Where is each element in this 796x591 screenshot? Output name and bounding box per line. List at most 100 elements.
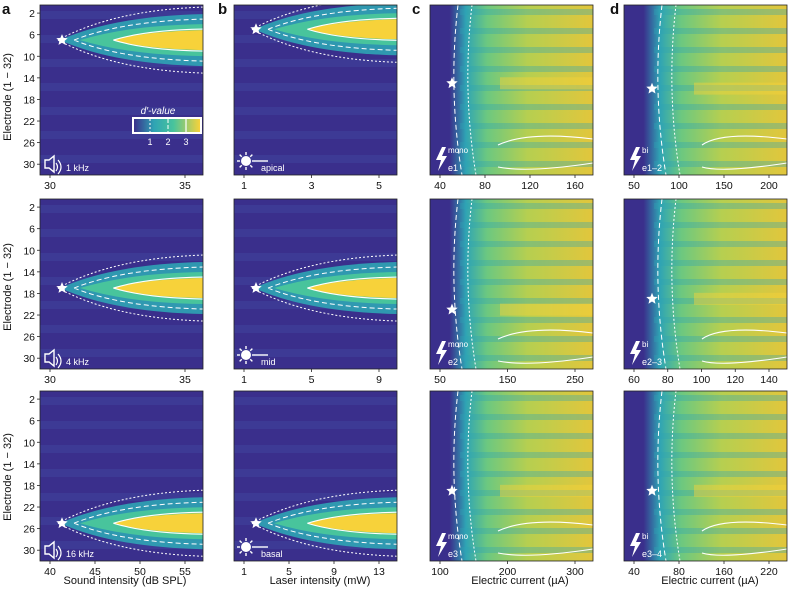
x-tick-label: 150 bbox=[499, 374, 517, 386]
contour-dotted bbox=[467, 199, 477, 369]
best-electrode-star bbox=[646, 82, 658, 94]
sound-wave-icon bbox=[55, 545, 62, 561]
heatmap-image bbox=[430, 199, 593, 369]
heatmap-image bbox=[624, 199, 787, 369]
stimulus-electrode-label: e3 bbox=[448, 549, 458, 559]
heatmap-image bbox=[234, 199, 397, 369]
panel-letter-d: d bbox=[610, 1, 619, 18]
noise-band bbox=[234, 349, 397, 357]
noise-band bbox=[654, 203, 787, 209]
y-tick-label: 30 bbox=[23, 545, 35, 557]
noise-band bbox=[654, 142, 787, 148]
x-tick-label: 100 bbox=[431, 566, 449, 578]
plot-frame bbox=[233, 4, 398, 176]
best-electrode-star bbox=[56, 34, 68, 45]
contour-dashed bbox=[267, 266, 397, 310]
response-core bbox=[307, 19, 397, 40]
stimulus-mode-label: bi bbox=[642, 340, 648, 349]
noise-band bbox=[654, 528, 787, 534]
laser-icon bbox=[237, 152, 268, 170]
x-tick-label: 3 bbox=[309, 180, 315, 192]
sound-wave-icon bbox=[55, 159, 62, 175]
noise-band bbox=[654, 336, 787, 342]
x-tick-label: 200 bbox=[499, 566, 517, 578]
stimulus-mode-label: mono bbox=[448, 340, 469, 349]
noise-band bbox=[234, 83, 397, 91]
x-axis-label-c: Electric current (µA) bbox=[471, 575, 568, 587]
contour-dotted bbox=[671, 199, 681, 369]
y-tick-label: 30 bbox=[23, 353, 35, 365]
y-axis-label-row1: Electrode (1 − 32) bbox=[2, 53, 14, 141]
x-tick-label: 120 bbox=[521, 180, 539, 192]
y-tick-label: 22 bbox=[23, 116, 35, 128]
noise-band bbox=[654, 161, 787, 167]
noise-band bbox=[460, 355, 593, 361]
contour-dashed bbox=[657, 5, 667, 175]
y-tick-label: 22 bbox=[23, 502, 35, 514]
contour-dashed bbox=[453, 391, 463, 561]
response-core bbox=[307, 513, 397, 534]
heatmap-image bbox=[234, 391, 397, 561]
response-band bbox=[694, 484, 787, 497]
noise-band bbox=[654, 9, 787, 15]
noise-band bbox=[460, 104, 593, 110]
noise-band bbox=[460, 66, 593, 72]
response-core bbox=[113, 278, 203, 299]
noise-band bbox=[460, 452, 593, 458]
heatmap-bg bbox=[430, 5, 593, 175]
noise-band bbox=[40, 493, 203, 501]
response-band bbox=[500, 303, 593, 316]
contour-dotted bbox=[251, 489, 397, 557]
x-tick-label: 120 bbox=[726, 374, 744, 386]
noise-band bbox=[654, 47, 787, 53]
contour-solid bbox=[113, 276, 203, 300]
x-tick-label: 5 bbox=[286, 566, 292, 578]
noise-band bbox=[654, 355, 787, 361]
x-tick-label: 5 bbox=[309, 374, 315, 386]
contour-solid bbox=[307, 276, 397, 300]
contour-dashed bbox=[73, 266, 203, 310]
stimulus-mode-label: bi bbox=[642, 532, 648, 541]
best-electrode-star bbox=[446, 303, 458, 315]
noise-band bbox=[234, 445, 397, 453]
contour-solid bbox=[701, 521, 787, 556]
stimulus-label: 4 kHz bbox=[66, 357, 90, 367]
noise-band bbox=[460, 298, 593, 304]
contour-dashed bbox=[73, 501, 203, 545]
noise-band bbox=[654, 222, 787, 228]
x-tick-label: 40 bbox=[628, 566, 640, 578]
stimulus-electrode-label: e1 bbox=[448, 163, 458, 173]
plot-frame bbox=[623, 390, 788, 562]
y-tick-label: 18 bbox=[23, 288, 35, 300]
noise-band bbox=[460, 47, 593, 53]
x-tick-label: 150 bbox=[715, 180, 733, 192]
x-tick-label: 160 bbox=[566, 180, 584, 192]
stimulus-label: basal bbox=[261, 549, 283, 559]
x-tick-label: 200 bbox=[760, 180, 778, 192]
stimulus-mode-label: mono bbox=[448, 146, 469, 155]
x-tick-label: 30 bbox=[44, 374, 56, 386]
contour-solid bbox=[497, 329, 593, 364]
noise-band bbox=[460, 395, 593, 401]
noise-band bbox=[654, 414, 787, 420]
response-core bbox=[307, 278, 397, 299]
colorbar-tick-label: 1 bbox=[147, 137, 152, 147]
heatmap-b-row1: apical 1 3 5 bbox=[233, 4, 398, 192]
stimulus-indicator: mono e2 bbox=[436, 340, 469, 367]
noise-band bbox=[234, 253, 397, 261]
noise-band bbox=[234, 131, 397, 139]
noise-band bbox=[654, 509, 787, 515]
y-tick-label: 14 bbox=[23, 73, 35, 85]
noise-band bbox=[40, 83, 203, 91]
best-electrode-star bbox=[250, 282, 262, 293]
x-tick-label: 100 bbox=[670, 180, 688, 192]
noise-band bbox=[654, 433, 787, 439]
x-axis-label-b: Laser intensity (mW) bbox=[270, 575, 371, 587]
stimulus-electrode-label: e2–3 bbox=[642, 357, 662, 367]
noise-band bbox=[234, 541, 397, 549]
noise-band bbox=[654, 395, 787, 401]
x-tick-label: 100 bbox=[693, 374, 711, 386]
heatmap-d-row1: bi e1–250 100 150 200 bbox=[623, 4, 788, 192]
x-tick-label: 40 bbox=[434, 180, 446, 192]
x-tick-label: 45 bbox=[89, 566, 101, 578]
